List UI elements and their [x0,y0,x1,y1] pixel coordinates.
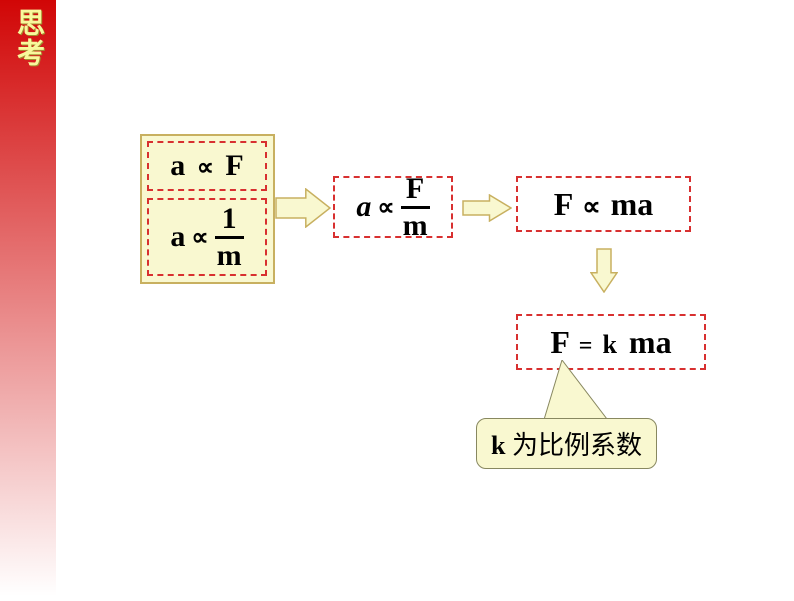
var-ma: ma [611,186,654,222]
eq-symbol: = [577,333,595,359]
callout-k: k [491,431,505,460]
fraction-F-m: F m [401,174,430,241]
arrow-down [590,248,618,293]
var-a: a [356,190,371,224]
sidebar-gradient [0,0,56,596]
denominator: m [401,209,430,241]
var-a: a [170,220,185,254]
prop-symbol: ∝ [580,192,603,221]
denominator: m [215,239,244,271]
sidebar-label: 思考 [12,8,44,68]
formula-a-prop-F-over-m: a ∝ F m [333,176,453,238]
var-F: F [225,149,243,182]
numerator: F [404,174,426,206]
arrow-right-2 [462,194,512,222]
var-a: a [170,149,185,182]
prop-symbol: ∝ [193,155,218,181]
callout-text: 为比例系数 [505,431,642,460]
numerator: 1 [220,204,239,236]
var-k: k [602,330,616,359]
sidebar: 思考 [0,0,56,596]
var-F: F [550,324,568,360]
fraction-1-m: 1 m [215,204,244,271]
formula-a-prop-F: a ∝ F [147,141,267,191]
callout-k-coefficient: k 为比例系数 [476,418,657,469]
var-F: F [554,186,572,222]
arrow-right-1 [275,188,331,228]
var-ma: ma [625,324,672,360]
formula-a-prop-1-over-m: a ∝ 1 m [147,198,267,276]
prop-symbol: ∝ [185,223,214,252]
formula-F-prop-ma: F ∝ ma [516,176,691,232]
prop-symbol: ∝ [371,193,400,222]
